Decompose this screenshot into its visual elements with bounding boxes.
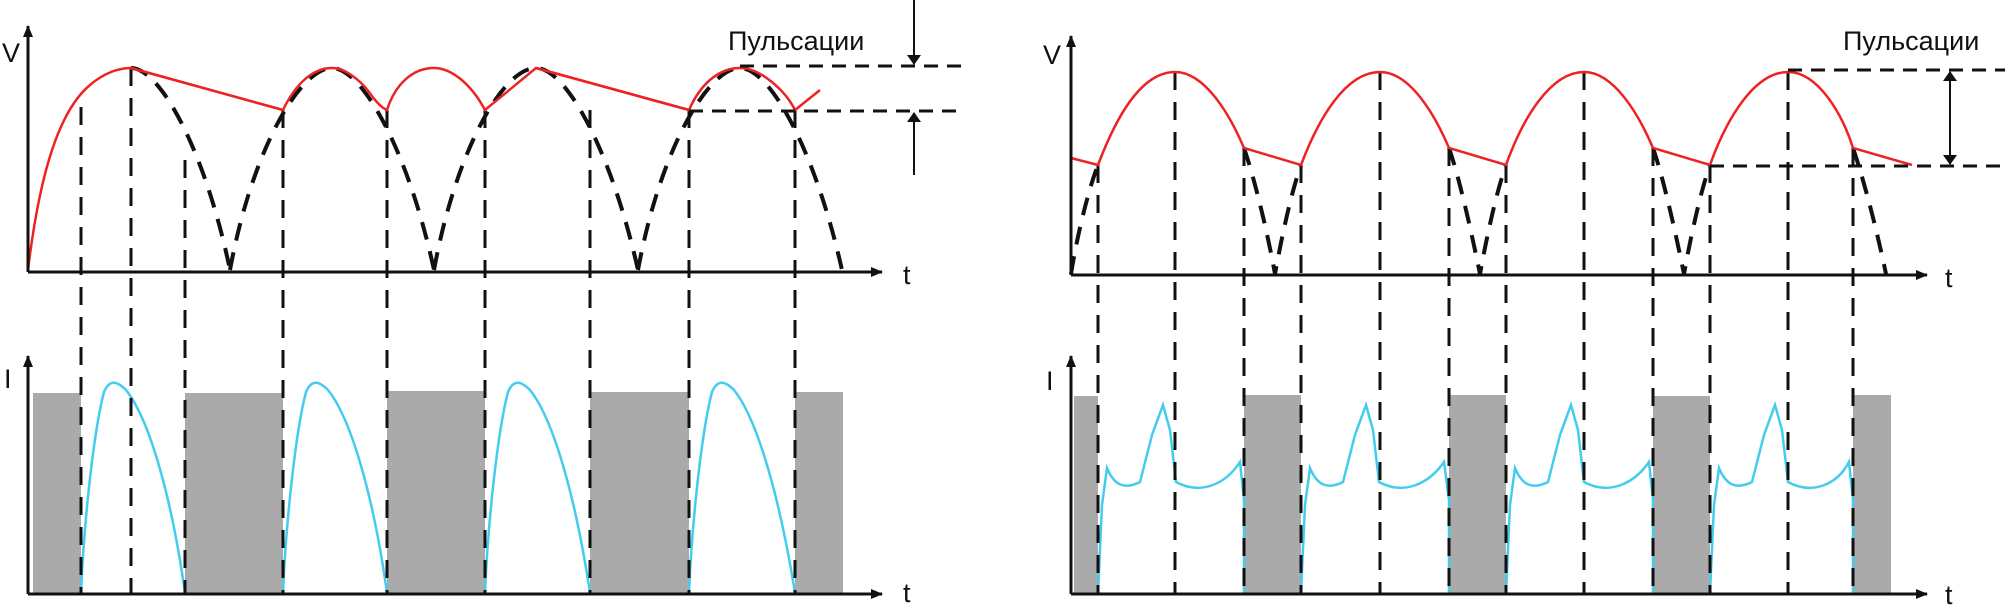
right-panel: V I t t Пульсации <box>1043 26 2005 610</box>
left-ripple-label: Пульсации <box>728 26 864 56</box>
right-capacitor-current-blocks <box>1074 395 1891 593</box>
right-current-axis-label: I <box>1046 366 1054 396</box>
left-diode-current-pulses <box>79 381 797 594</box>
left-current-axis-label: I <box>4 364 12 394</box>
right-filtered-voltage <box>1070 70 1913 167</box>
right-ripple-label: Пульсации <box>1843 26 1979 56</box>
left-capacitor-current-blocks <box>33 391 843 593</box>
right-voltage-axis-label: V <box>1043 40 1061 70</box>
right-diode-current-pulses <box>1096 400 1855 594</box>
left-panel: V I t t Пульсации <box>2 0 962 608</box>
right-time-axis-label-top: t <box>1945 263 1953 293</box>
left-voltage-axis-label: V <box>2 38 20 68</box>
left-time-axis-label-bottom: t <box>903 578 911 608</box>
left-vertical-guides <box>79 68 797 593</box>
left-filtered-voltage <box>26 66 821 271</box>
right-time-axis-label-bottom: t <box>1945 580 1953 610</box>
left-time-axis-label-top: t <box>903 260 911 290</box>
left-discharge-segment-1 <box>130 66 284 112</box>
right-vertical-guides <box>1096 72 1855 593</box>
left-discharge-segment-3 <box>535 66 690 112</box>
